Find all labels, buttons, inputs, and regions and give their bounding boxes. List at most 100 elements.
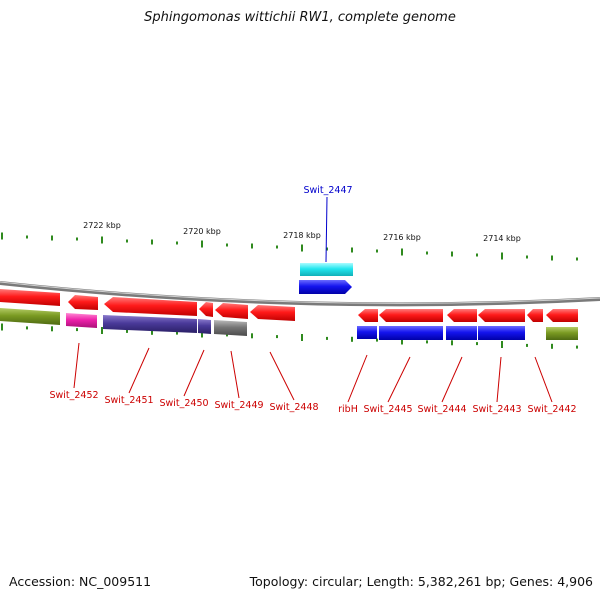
- reverse-strand-genes: [0, 289, 578, 322]
- inner-tick-minor: [376, 338, 378, 342]
- scale-label-2714: 2714 kbp: [483, 234, 521, 243]
- category-bar: [66, 313, 97, 328]
- inner-tick-major: [501, 341, 503, 348]
- outer-tick-minor: [251, 243, 253, 249]
- outer-tick-minor: [326, 247, 328, 251]
- forward-strand-genes: [299, 263, 353, 294]
- inner-tick-minor: [476, 342, 478, 346]
- inner-tick-major: [301, 334, 303, 341]
- outer-tick-minor: [226, 243, 228, 247]
- scale-labels: 2722 kbp 2720 kbp 2718 kbp 2716 kbp 2714…: [83, 221, 521, 243]
- outer-scale-ticks: [1, 232, 578, 261]
- genome-summary-text: Topology: circular; Length: 5,382,261 bp…: [249, 574, 593, 589]
- gene-arrow[interactable]: [527, 309, 543, 322]
- reverse-label-leaders: [73, 342, 553, 403]
- outer-tick-major: [1, 232, 3, 240]
- gene-label-swit-2442[interactable]: Swit_2442: [527, 404, 576, 415]
- label-leader: [183, 349, 205, 397]
- inner-tick-minor: [351, 336, 353, 342]
- inner-tick-minor: [326, 336, 328, 340]
- gene-arrow[interactable]: [199, 302, 213, 317]
- label-leader: [387, 356, 411, 403]
- inner-tick-minor: [226, 333, 228, 337]
- label-leader: [230, 350, 240, 399]
- outer-tick-major: [401, 248, 403, 256]
- inner-tick-minor: [551, 343, 553, 349]
- outer-tick-minor: [151, 239, 153, 245]
- gene-label-swit-2450[interactable]: Swit_2450: [159, 398, 208, 409]
- inner-tick-major: [401, 337, 403, 345]
- category-bars: [0, 308, 578, 340]
- outer-tick-minor: [551, 255, 553, 261]
- accession-text: Accession: NC_009511: [9, 574, 152, 589]
- gene-label-swit-2451[interactable]: Swit_2451: [104, 395, 153, 406]
- label-leader: [441, 356, 463, 403]
- label-leader: [534, 356, 553, 403]
- label-leader: [347, 354, 368, 403]
- outer-tick-minor: [426, 251, 428, 255]
- outer-tick-minor: [451, 251, 453, 257]
- inner-tick-minor: [151, 329, 153, 335]
- gene-label-swit-2447[interactable]: Swit_2447: [303, 185, 352, 196]
- inner-tick-minor: [76, 328, 78, 332]
- category-bar: [546, 327, 578, 340]
- gene-arrow[interactable]: [215, 303, 248, 319]
- category-bar: [103, 315, 197, 333]
- gene-label-swit-2448[interactable]: Swit_2448: [269, 402, 318, 413]
- gene-label-swit-2445[interactable]: Swit_2445: [363, 404, 412, 415]
- category-bar: [379, 326, 443, 340]
- reverse-gene-labels: Swit_2452 Swit_2451 Swit_2450 Swit_2449 …: [49, 390, 576, 415]
- gene-arrow[interactable]: [0, 289, 60, 306]
- scale-label-2722: 2722 kbp: [83, 221, 121, 230]
- gene-swit-2447[interactable]: [299, 280, 352, 294]
- gene-arrow[interactable]: [358, 309, 378, 322]
- outer-tick-minor: [376, 249, 378, 253]
- gene-arrow[interactable]: [447, 309, 477, 322]
- gene-arrow[interactable]: [104, 297, 197, 316]
- inner-tick-minor: [251, 333, 253, 339]
- gene-arrow[interactable]: [546, 309, 578, 322]
- outer-tick-minor: [126, 239, 128, 243]
- scale-label-2720: 2720 kbp: [183, 227, 221, 236]
- outer-tick-major: [101, 236, 103, 244]
- inner-tick-major: [201, 330, 203, 338]
- gene-arrow[interactable]: [68, 295, 98, 310]
- gene-label-swit-2449[interactable]: Swit_2449: [214, 400, 263, 411]
- outer-tick-minor: [176, 241, 178, 245]
- genome-backbone-highlight: [0, 281, 600, 304]
- outer-tick-minor: [351, 247, 353, 253]
- gene-arrow[interactable]: [250, 305, 295, 321]
- outer-tick-minor: [576, 257, 578, 261]
- gene-arrow[interactable]: [379, 309, 443, 322]
- outer-tick-major: [501, 252, 503, 260]
- label-leader: [325, 196, 328, 263]
- gene-label-ribh[interactable]: ribH: [338, 404, 358, 415]
- scale-label-2718: 2718 kbp: [283, 231, 321, 240]
- map-title: Sphingomonas wittichii RW1, complete gen…: [144, 10, 456, 25]
- gene-label-swit-2444[interactable]: Swit_2444: [417, 404, 466, 415]
- outer-tick-minor: [26, 235, 28, 239]
- gene-label-swit-2443[interactable]: Swit_2443: [472, 404, 521, 415]
- outer-tick-minor: [276, 245, 278, 249]
- outer-tick-major: [201, 240, 203, 248]
- inner-tick-major: [101, 327, 103, 334]
- inner-tick-minor: [451, 340, 453, 346]
- gene-swit-2447-cds[interactable]: [300, 263, 353, 276]
- inner-tick-minor: [526, 343, 528, 347]
- outer-tick-minor: [526, 255, 528, 259]
- inner-tick-minor: [426, 340, 428, 344]
- gene-label-swit-2452[interactable]: Swit_2452: [49, 390, 98, 401]
- genome-backbone: [0, 281, 600, 307]
- inner-tick-minor: [51, 326, 53, 332]
- category-bar: [198, 319, 211, 334]
- category-bar: [446, 326, 477, 340]
- gene-arrow[interactable]: [478, 309, 525, 322]
- category-bar: [214, 320, 247, 336]
- label-leader: [128, 347, 150, 394]
- outer-tick-minor: [76, 237, 78, 241]
- category-bar: [0, 308, 60, 325]
- inner-tick-minor: [126, 329, 128, 333]
- inner-scale-ticks: [1, 323, 578, 349]
- label-leader: [73, 342, 80, 389]
